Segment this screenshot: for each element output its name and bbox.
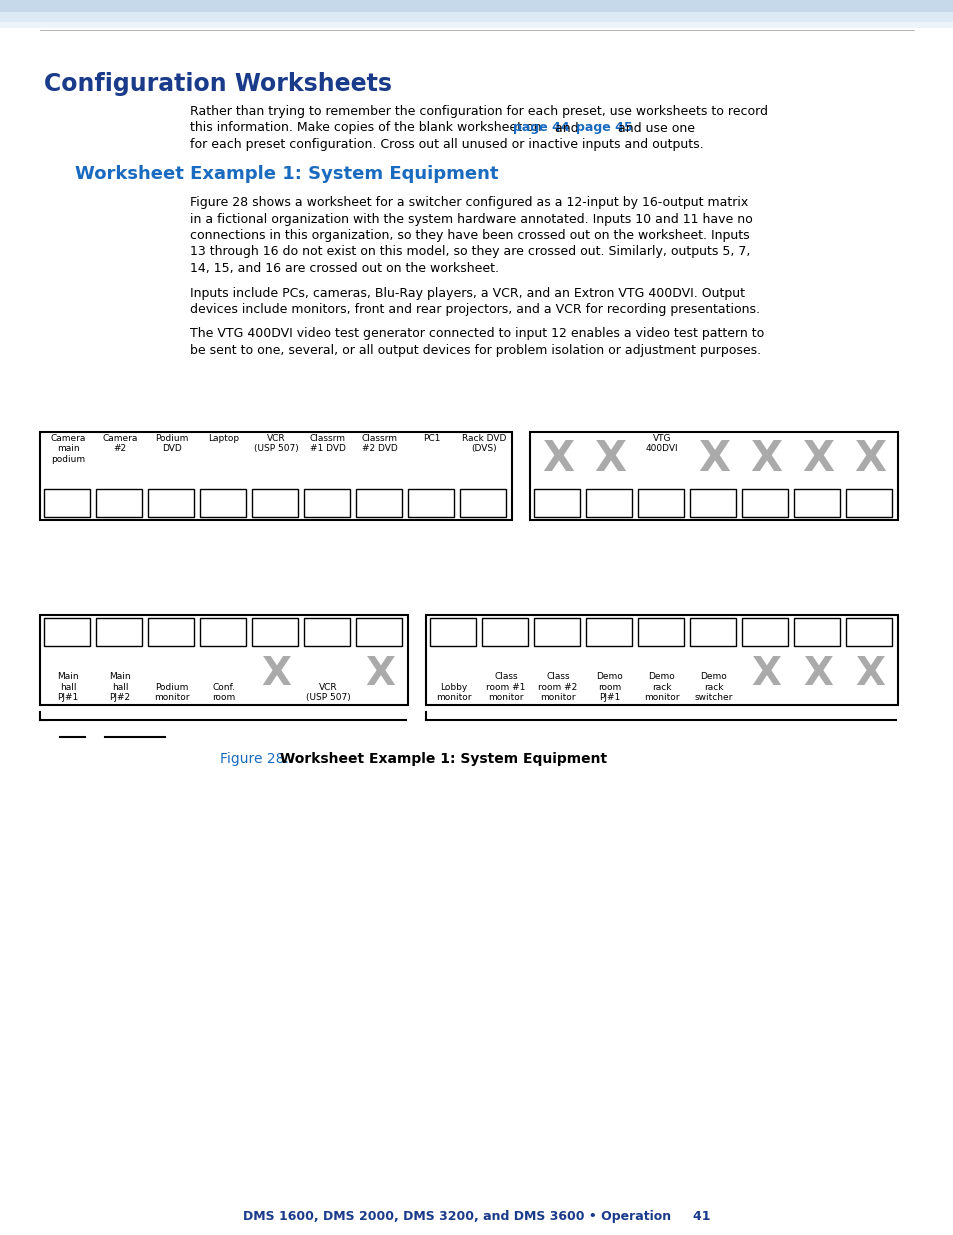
Bar [689, 618, 735, 646]
Bar [148, 618, 193, 646]
Bar [40, 615, 408, 705]
Bar [0, 22, 953, 28]
Text: X: X [853, 438, 885, 480]
Text: in a fictional organization with the system hardware annotated. Inputs 10 and 11: in a fictional organization with the sys… [190, 212, 752, 226]
Bar [40, 432, 512, 520]
Bar [430, 618, 476, 646]
Text: Lobby
monitor: Lobby monitor [436, 683, 471, 701]
Bar [200, 489, 246, 517]
Text: and use one: and use one [614, 121, 695, 135]
Text: Camera
main
podium: Camera main podium [51, 433, 86, 464]
Text: X: X [854, 655, 884, 693]
Text: Conf.
room: Conf. room [213, 683, 235, 701]
Text: Podium
monitor: Podium monitor [154, 683, 190, 701]
Bar [689, 489, 735, 517]
Text: Worksheet Example 1: System Equipment: Worksheet Example 1: System Equipment [280, 752, 606, 766]
Bar [252, 489, 297, 517]
Text: be sent to one, several, or all output devices for problem isolation or adjustme: be sent to one, several, or all output d… [190, 345, 760, 357]
Text: PC1: PC1 [423, 433, 440, 443]
Text: X: X [365, 655, 395, 693]
Text: connections in this organization, so they have been crossed out on the worksheet: connections in this organization, so the… [190, 228, 749, 242]
Bar [96, 618, 142, 646]
Text: Figure 28.: Figure 28. [220, 752, 302, 766]
Bar [741, 489, 787, 517]
Bar [200, 618, 246, 646]
Text: Class
room #1
monitor: Class room #1 monitor [486, 672, 525, 701]
Bar [845, 618, 891, 646]
Text: Laptop: Laptop [208, 433, 239, 443]
Bar [459, 489, 505, 517]
Text: X: X [594, 438, 625, 480]
Text: X: X [749, 438, 781, 480]
Text: Podium
DVD: Podium DVD [155, 433, 189, 453]
Text: devices include monitors, front and rear projectors, and a VCR for recording pre: devices include monitors, front and rear… [190, 303, 760, 316]
Text: Classrm
#2 DVD: Classrm #2 DVD [361, 433, 397, 453]
Text: Configuration Worksheets: Configuration Worksheets [44, 72, 392, 96]
Text: VCR
(USP 507): VCR (USP 507) [305, 683, 350, 701]
Bar [638, 618, 683, 646]
Bar [530, 432, 897, 520]
Bar [44, 489, 90, 517]
Bar [96, 489, 142, 517]
Bar [793, 489, 840, 517]
Text: and: and [551, 121, 582, 135]
Text: Class
room #2
monitor: Class room #2 monitor [537, 672, 577, 701]
Text: Demo
rack
monitor: Demo rack monitor [643, 672, 679, 701]
Text: DMS 1600, DMS 2000, DMS 3200, and DMS 3600 • Operation     41: DMS 1600, DMS 2000, DMS 3200, and DMS 36… [243, 1210, 710, 1223]
Text: Inputs include PCs, cameras, Blu-Ray players, a VCR, and an Extron VTG 400DVI. O: Inputs include PCs, cameras, Blu-Ray pla… [190, 287, 744, 300]
Text: Worksheet Example 1: System Equipment: Worksheet Example 1: System Equipment [75, 165, 498, 183]
Bar [355, 618, 401, 646]
Text: The VTG 400DVI video test generator connected to input 12 enables a video test p: The VTG 400DVI video test generator conn… [190, 327, 763, 341]
Text: for each preset configuration. Cross out all unused or inactive inputs and outpu: for each preset configuration. Cross out… [190, 138, 703, 151]
Bar [534, 489, 579, 517]
Text: X: X [801, 438, 833, 480]
Text: X: X [698, 438, 729, 480]
Text: page 44: page 44 [513, 121, 569, 135]
Bar [304, 489, 350, 517]
Bar [793, 618, 840, 646]
Text: Demo
room
PJ#1: Demo room PJ#1 [596, 672, 622, 701]
Bar [0, 12, 953, 22]
Text: 13 through 16 do not exist on this model, so they are crossed out. Similarly, ou: 13 through 16 do not exist on this model… [190, 246, 750, 258]
Text: X: X [541, 438, 574, 480]
Bar [44, 618, 90, 646]
Bar [304, 618, 350, 646]
Bar [585, 489, 631, 517]
Bar [585, 618, 631, 646]
Text: Main
hall
PJ#1: Main hall PJ#1 [57, 672, 79, 701]
Text: page 45: page 45 [576, 121, 632, 135]
Text: X: X [802, 655, 832, 693]
Text: Classrm
#1 DVD: Classrm #1 DVD [310, 433, 346, 453]
Text: Main
hall
PJ#2: Main hall PJ#2 [109, 672, 131, 701]
Bar [481, 618, 527, 646]
Text: 14, 15, and 16 are crossed out on the worksheet.: 14, 15, and 16 are crossed out on the wo… [190, 262, 498, 275]
Text: this information. Make copies of the blank worksheet on: this information. Make copies of the bla… [190, 121, 545, 135]
Text: X: X [750, 655, 781, 693]
Bar [0, 0, 953, 12]
Text: VTG
400DVI: VTG 400DVI [645, 433, 678, 453]
Bar [638, 489, 683, 517]
Text: VCR
(USP 507): VCR (USP 507) [253, 433, 298, 453]
Text: Figure 28 shows a worksheet for a switcher configured as a 12-input by 16-output: Figure 28 shows a worksheet for a switch… [190, 196, 747, 209]
Bar [426, 615, 897, 705]
Text: Demo
rack
switcher: Demo rack switcher [694, 672, 733, 701]
Bar [741, 618, 787, 646]
Text: Rack DVD
(DVS): Rack DVD (DVS) [461, 433, 506, 453]
Bar [355, 489, 401, 517]
Bar [408, 489, 454, 517]
Text: Rather than trying to remember the configuration for each preset, use worksheets: Rather than trying to remember the confi… [190, 105, 767, 119]
Text: Camera
#2: Camera #2 [102, 433, 137, 453]
Bar [148, 489, 193, 517]
Bar [845, 489, 891, 517]
Bar [252, 618, 297, 646]
Text: X: X [261, 655, 291, 693]
Bar [534, 618, 579, 646]
